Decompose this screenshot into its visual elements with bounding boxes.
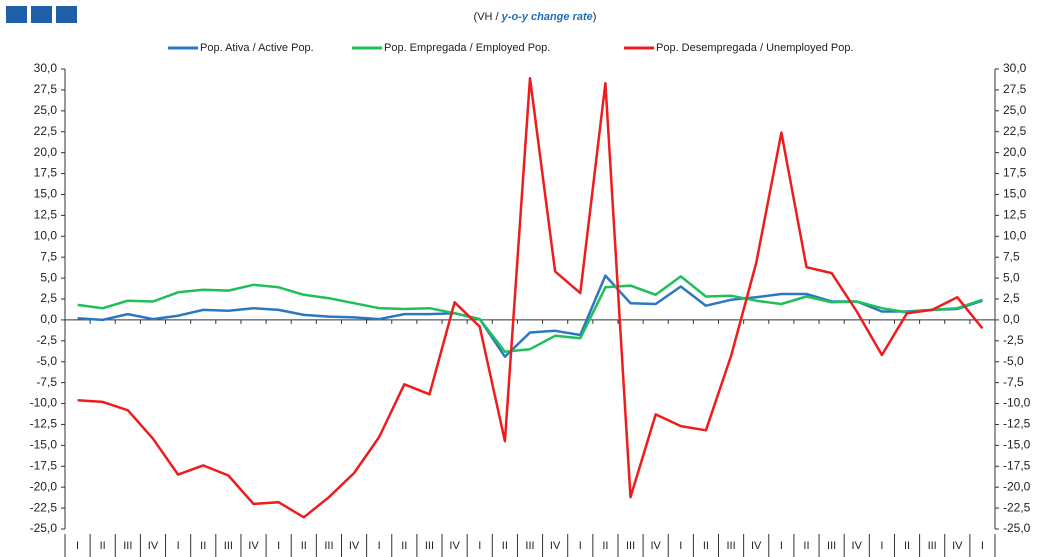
y2-tick-label: 20,0 [1003,145,1027,159]
y2-tick-label: -10,0 [1003,396,1031,410]
x-tick-label: IV [650,540,661,552]
chart-subtitle: (VH / y-o-y change rate) [474,11,597,23]
x-tick-label: I [478,540,481,552]
y-tick-label: -12,5 [30,417,58,431]
y2-tick-label: 17,5 [1003,166,1027,180]
y2-tick-label: 5,0 [1003,270,1020,284]
y2-tick-label: 15,0 [1003,187,1027,201]
legend-label: Pop. Desempregada / Unemployed Pop. [656,42,854,54]
y-tick-label: -25,0 [30,521,58,535]
x-tick-label: II [904,540,910,552]
y-tick-label: 22,5 [34,124,58,138]
subtitle-part: ) [593,11,597,23]
y2-tick-label: 27,5 [1003,82,1027,96]
y-tick-label: 0,0 [40,312,57,326]
logo-block [31,6,52,23]
x-tick-label: IV [248,540,259,552]
y2-tick-label: -25,0 [1003,521,1031,535]
x-tick-label: III [525,540,534,552]
y-tick-label: -7,5 [36,375,57,389]
x-tick-label: I [579,540,582,552]
x-tick-label: II [401,540,407,552]
x-tick-label: IV [952,540,963,552]
x-tick-label: III [425,540,434,552]
x-tick-label: IV [449,540,460,552]
x-tick-label: I [679,540,682,552]
y2-tick-label: 2,5 [1003,291,1020,305]
y-tick-label: 15,0 [34,187,58,201]
y2-tick-label: 30,0 [1003,61,1027,75]
x-tick-label: I [981,540,984,552]
y2-tick-label: -12,5 [1003,417,1031,431]
series-line [77,76,984,519]
y-tick-label: 12,5 [34,208,58,222]
logo-block [6,6,27,23]
y-tick-label: 2,5 [40,291,57,305]
x-tick-label: III [928,540,937,552]
legend-label: Pop. Ativa / Active Pop. [200,42,314,54]
x-tick-label: III [626,540,635,552]
x-tick-label: II [100,540,106,552]
x-tick-label: III [827,540,836,552]
y-tick-label: -5,0 [36,354,57,368]
y-tick-label: -20,0 [30,479,58,493]
y2-tick-label: 12,5 [1003,208,1027,222]
logo-block [56,6,77,23]
x-tick-label: IV [550,540,561,552]
x-tick-label: II [803,540,809,552]
y-tick-label: -2,5 [36,333,57,347]
x-tick-label: II [602,540,608,552]
x-tick-label: II [301,540,307,552]
x-tick-label: II [502,540,508,552]
x-tick-label: I [177,540,180,552]
x-tick-label: I [277,540,280,552]
y2-tick-label: -15,0 [1003,438,1031,452]
x-tick-label: I [378,540,381,552]
y-tick-label: -15,0 [30,438,58,452]
legend-label: Pop. Empregada / Employed Pop. [384,42,550,54]
x-tick-label: I [880,540,883,552]
y2-tick-label: 22,5 [1003,124,1027,138]
x-tick-label: III [324,540,333,552]
y-tick-label: 20,0 [34,145,58,159]
x-tick-label: IV [148,540,159,552]
x-tick-label: II [200,540,206,552]
y-tick-label: 25,0 [34,103,58,117]
y-tick-label: 5,0 [40,270,57,284]
y2-tick-label: -22,5 [1003,500,1031,514]
y2-tick-label: 7,5 [1003,249,1020,263]
y2-tick-label: 25,0 [1003,103,1027,117]
x-tick-label: III [726,540,735,552]
x-tick-label: IV [349,540,360,552]
y2-tick-label: -7,5 [1003,375,1024,389]
y2-tick-label: -5,0 [1003,354,1024,368]
y-tick-label: -10,0 [30,396,58,410]
subtitle-part: y-o-y change rate [501,11,593,23]
x-tick-label: IV [751,540,762,552]
x-tick-label: II [703,540,709,552]
series-line [77,275,983,353]
y-tick-label: -17,5 [30,458,58,472]
y-tick-label: 7,5 [40,249,57,263]
y2-tick-label: -2,5 [1003,333,1024,347]
y-tick-label: 30,0 [34,61,58,75]
y-tick-label: 10,0 [34,228,58,242]
x-tick-label: III [123,540,132,552]
series-line [77,274,983,358]
y-tick-label: 17,5 [34,166,58,180]
y2-tick-label: 10,0 [1003,228,1027,242]
x-tick-label: I [780,540,783,552]
y2-tick-label: -17,5 [1003,458,1031,472]
y2-tick-label: -20,0 [1003,479,1031,493]
x-tick-label: I [76,540,79,552]
y-tick-label: 27,5 [34,82,58,96]
y2-tick-label: 0,0 [1003,312,1020,326]
x-tick-label: IV [852,540,863,552]
subtitle-part: (VH / [474,11,502,23]
x-tick-label: III [224,540,233,552]
y-tick-label: -22,5 [30,500,58,514]
